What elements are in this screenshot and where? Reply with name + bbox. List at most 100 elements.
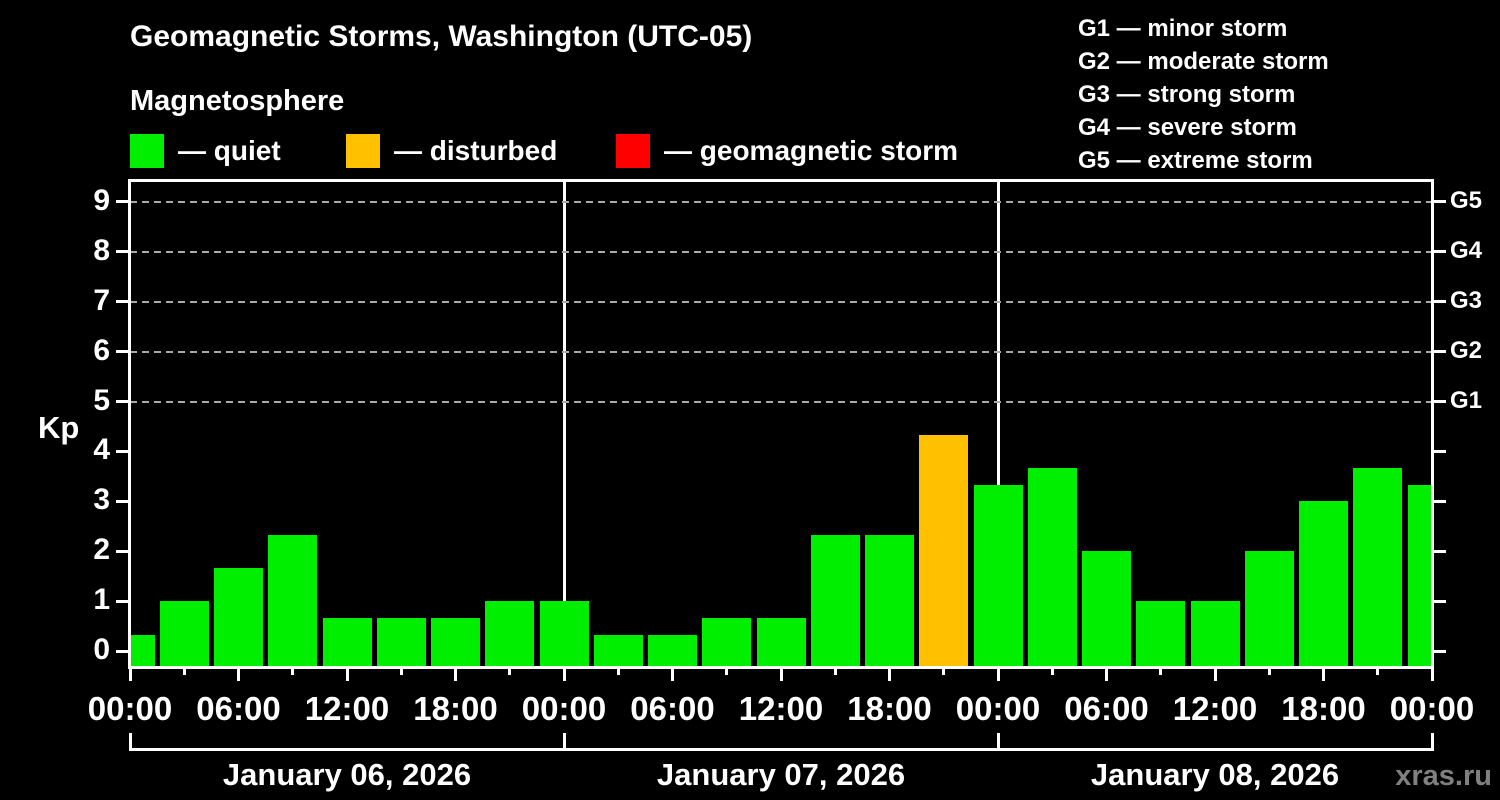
y-tick-label: 4 (93, 433, 110, 467)
x-minor-tick (1267, 667, 1271, 675)
kp-bar (648, 634, 697, 667)
x-major-tick (888, 667, 891, 681)
x-minor-tick (942, 667, 946, 675)
storm-color-swatch (616, 134, 650, 168)
watermark: xras.ru (1395, 760, 1492, 792)
g-level-label: G2 (1450, 336, 1483, 364)
x-time-label: 12:00 (1172, 690, 1258, 727)
g-level-label: G5 (1450, 186, 1483, 214)
y-tick-left (116, 350, 130, 354)
x-major-tick (996, 667, 1000, 681)
x-time-label: 18:00 (847, 690, 932, 727)
y-tick-label: 6 (93, 333, 110, 367)
kp-bar (865, 534, 914, 667)
x-minor-tick (291, 667, 295, 675)
date-label: January 08, 2026 (1090, 757, 1340, 792)
x-major-tick (779, 667, 783, 681)
y-tick-label: 3 (93, 483, 110, 517)
legend-label-quiet: — quiet (178, 135, 281, 166)
y-tick-label: 1 (93, 583, 110, 617)
g4-legend-line: G4 — severe storm (1078, 114, 1297, 141)
y-tick-label: 0 (93, 633, 110, 666)
x-major-tick (671, 667, 674, 681)
y-tick-label: 2 (93, 533, 110, 567)
kp-bar (973, 484, 1023, 667)
y-tick-left (116, 549, 130, 553)
x-major-tick (1213, 667, 1217, 681)
y-tick-left (116, 599, 130, 603)
g3-legend-line: G3 — strong storm (1078, 81, 1296, 108)
x-major-tick (1105, 667, 1108, 681)
x-time-label: 00:00 (955, 690, 1041, 727)
kp-bar (159, 601, 209, 667)
x-time-label: 18:00 (413, 690, 498, 727)
chart-subtitle: Magnetosphere (130, 85, 345, 117)
date-bracket-line (130, 748, 1432, 751)
kp-bar (1136, 601, 1186, 667)
kp-bar (702, 617, 752, 667)
y-tick-right (1432, 549, 1446, 553)
y-tick-right (1432, 350, 1446, 354)
day-boundary-line (996, 181, 1000, 667)
x-time-label: 12:00 (738, 690, 824, 727)
x-time-label: 06:00 (1064, 690, 1149, 727)
chart-title: Geomagnetic Storms, Washington (UTC-05) (130, 20, 753, 53)
g-level-label: G4 (1450, 236, 1483, 264)
x-time-label: 06:00 (630, 690, 715, 727)
x-minor-tick (399, 667, 403, 675)
kp-bar (214, 567, 263, 667)
date-bracket-tick (562, 733, 566, 751)
kp-bar (1244, 551, 1294, 667)
gridline-kp5 (130, 400, 1432, 403)
date-bracket-tick (996, 733, 1000, 751)
y-tick-left (116, 649, 130, 653)
x-minor-tick (833, 667, 837, 675)
day-boundary-line (562, 181, 566, 667)
y-tick-label: 8 (93, 233, 110, 267)
y-tick-right (1432, 250, 1446, 254)
kp-bar (1082, 551, 1131, 667)
x-major-tick (562, 667, 566, 681)
kp-bar (593, 634, 643, 667)
kp-bar (1299, 501, 1348, 667)
gridline-kp6 (130, 350, 1432, 353)
x-time-label: 00:00 (521, 690, 607, 727)
x-minor-tick (1376, 667, 1380, 675)
g5-legend-line: G5 — extreme storm (1078, 147, 1313, 174)
g-scale-legend: G1 — minor storm G2 — moderate storm G3 … (1078, 12, 1329, 177)
kp-bar (1353, 467, 1403, 667)
y-axis-title: Kp (38, 410, 80, 445)
quiet-color-swatch (130, 134, 164, 168)
kp-bar (376, 617, 426, 667)
y-tick-left (116, 200, 130, 204)
y-tick-right (1432, 400, 1446, 403)
kp-bar (756, 617, 806, 667)
kp-bar (322, 617, 372, 667)
gridline-kp8 (130, 250, 1432, 253)
kp-bar (539, 601, 589, 667)
g-level-label: G3 (1450, 286, 1483, 314)
g2-legend-line: G2 — moderate storm (1078, 48, 1329, 75)
date-bracket-tick (128, 733, 132, 751)
gridline-kp7 (130, 300, 1432, 303)
date-bracket-tick (1430, 733, 1434, 751)
y-tick-left (116, 300, 130, 304)
kp-bar (919, 434, 969, 667)
y-tick-right (1432, 649, 1446, 653)
x-time-label: 06:00 (196, 690, 281, 727)
kp-bar (1190, 601, 1240, 667)
y-tick-right (1432, 599, 1446, 603)
date-label: January 06, 2026 (222, 757, 472, 792)
x-minor-tick (1159, 667, 1163, 675)
x-major-tick (345, 667, 349, 681)
x-time-label: 00:00 (1389, 690, 1475, 727)
kp-bar (431, 617, 480, 667)
x-time-label: 00:00 (87, 690, 173, 727)
x-major-tick (128, 667, 132, 681)
x-minor-tick (725, 667, 729, 675)
y-tick-left (116, 250, 130, 254)
legend-item-disturbed: — disturbed (346, 134, 557, 168)
y-tick-right (1432, 200, 1446, 204)
x-minor-tick (182, 667, 186, 675)
